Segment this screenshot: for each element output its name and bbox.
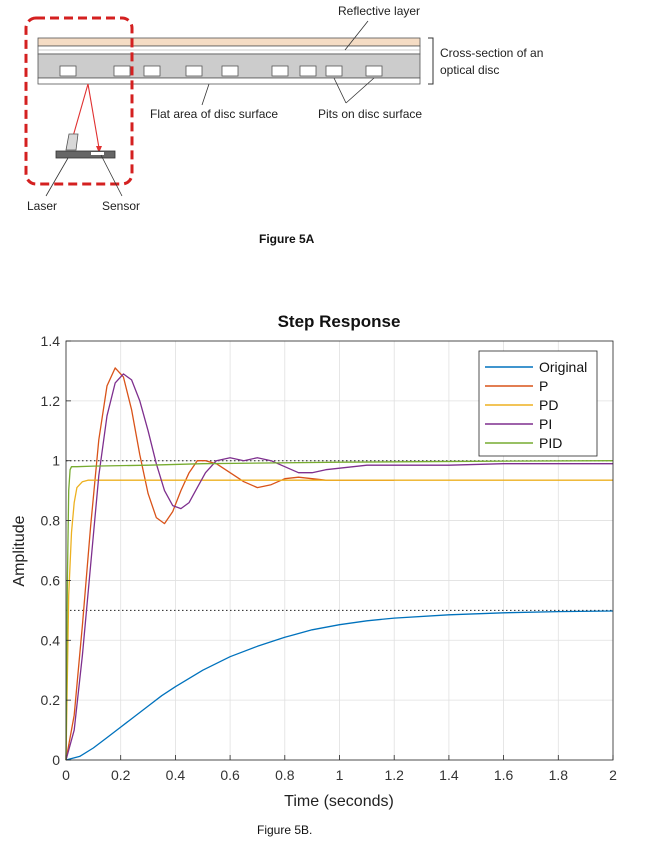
x-tick-label: 1 [336,767,344,783]
series-line-pd [65,479,613,761]
figure-5b-caption: Figure 5B. [257,823,313,837]
x-tick-label: 0.6 [220,767,240,783]
flat-area-leader [201,83,210,106]
laser-label: Laser [27,199,57,213]
y-tick-label: 0.8 [41,513,61,529]
x-tick-label: 1.6 [494,767,514,783]
y-tick-label: 1.4 [41,333,61,349]
x-tick-label: 1.8 [549,767,569,783]
x-axis-label: Time (seconds) [284,793,394,810]
x-tick-label: 0.8 [275,767,295,783]
series-line-pid [65,460,614,761]
legend-label-p: P [539,378,548,394]
laser-leader [45,157,69,197]
x-tick-label: 1.4 [439,767,459,783]
y-tick-label: 1.2 [41,393,61,409]
pits-label: Pits on disc surface [318,107,422,121]
disc-bottom-layer [37,77,421,85]
sensor-leader [100,154,123,197]
optical-disc-diagram: Cross-section of an optical disc Reflect… [24,4,543,213]
legend-label-pd: PD [539,397,558,413]
step-response-chart: Step Response 0 0.2 0.4 0.6 0.8 1 1.2 1.4 1.6 1.8… [11,312,618,810]
cross-section-label-line1: Cross-section of an [440,46,543,60]
pits-leader-left [333,77,347,104]
cross-section-label-line2: optical disc [440,63,499,77]
x-tick-label: 2 [609,767,617,783]
chart-title: Step Response [278,312,401,331]
legend-label-original: Original [539,359,587,375]
pits-leader-right [345,77,375,104]
y-tick-label: 1 [52,453,60,469]
y-tick-label: 0.4 [41,632,61,648]
x-tick-label: 1.2 [384,767,404,783]
sensor-label: Sensor [102,199,140,213]
sensor-window [91,152,104,155]
figure-5a-caption: Figure 5A [259,232,315,246]
cross-section-bracket [428,37,434,85]
y-tick-label: 0 [52,752,60,768]
flat-area-label: Flat area of disc surface [150,107,278,121]
y-axis-label: Amplitude [11,515,28,586]
laser-beam [71,83,102,153]
series-line-original [65,610,614,761]
x-tick-label: 0 [62,767,70,783]
legend-label-pi: PI [539,416,552,432]
y-tick-label: 0.2 [41,692,61,708]
axis-ticks: 0 0.2 0.4 0.6 0.8 1 1.2 1.4 1.6 1.8 2 0 0.2 0.4 0.6 0.8… [41,333,618,783]
series-lines [65,367,614,761]
disc-pits [59,65,383,77]
reflective-layer-label: Reflective layer [338,4,420,18]
chart-legend: Original P PD PI PID [478,350,598,457]
reference-lines [66,460,613,611]
highlight-box [24,16,134,186]
disc-top-layer [37,37,421,47]
x-tick-label: 0.2 [111,767,131,783]
legend-box [478,350,598,457]
laser-emitter [65,133,79,151]
y-tick-label: 0.6 [41,572,61,588]
x-tick-label: 0.4 [166,767,186,783]
legend-label-pid: PID [539,435,562,451]
reflective-layer-leader [344,20,369,51]
sensor-base [55,150,116,159]
series-line-pi [65,373,613,761]
